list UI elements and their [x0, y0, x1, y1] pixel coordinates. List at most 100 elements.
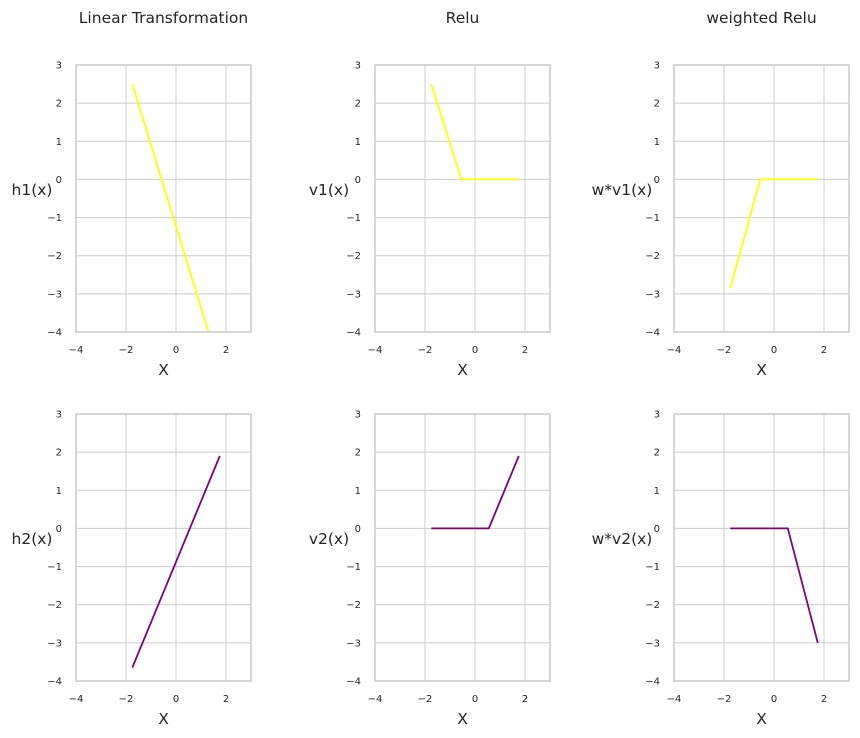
x-tick-label: 2 [821, 694, 827, 705]
y-tick-label: −2 [346, 251, 361, 262]
y-tick-label: 3 [355, 410, 361, 421]
x-tick-label: 2 [223, 345, 229, 356]
x-axis-label: X [158, 361, 169, 379]
series-line [729, 178, 818, 289]
x-axis-label: X [158, 710, 169, 728]
subplot-1: −4 −2 0 2 −4 −3 −2 −1 0 1 2 3 Xh1(x) Linear Transform… [12, 9, 252, 379]
plot-frame [75, 413, 252, 682]
subplot-3: −4 −2 0 2 −4 −3 −2 −1 0 1 2 3 Xw*v1(x) weighted Relu [592, 9, 850, 379]
y-axis-label: v1(x) [309, 181, 349, 199]
subplot-4: −4 −2 0 2 −4 −3 −2 −1 0 1 2 3 Xh2(x) [12, 410, 252, 728]
y-tick-label: 0 [355, 524, 361, 535]
x-tick-label: −4 [667, 694, 682, 705]
y-tick-label: 0 [355, 175, 361, 186]
plot-frame [374, 413, 551, 682]
y-tick-label: 3 [654, 410, 660, 421]
series-line [431, 455, 520, 530]
y-tick-label: −4 [346, 328, 361, 339]
y-tick-label: −2 [645, 251, 660, 262]
x-axis-label: X [756, 361, 767, 379]
y-tick-label: 2 [654, 99, 660, 110]
y-tick-label: −3 [47, 289, 62, 300]
x-tick-label: 0 [173, 345, 179, 356]
y-tick-label: 2 [355, 448, 361, 459]
series-line [730, 527, 819, 644]
y-tick-label: 2 [56, 448, 62, 459]
y-tick-label: −1 [47, 562, 62, 573]
subplot-title: weighted Relu [706, 9, 816, 27]
y-tick-label: 2 [654, 448, 660, 459]
y-tick-label: −2 [47, 600, 62, 611]
series-line [131, 455, 221, 668]
y-tick-label: 0 [654, 175, 660, 186]
y-tick-label: 1 [56, 486, 62, 497]
y-tick-label: 0 [654, 524, 660, 535]
x-tick-label: 0 [472, 694, 478, 705]
y-tick-label: −4 [645, 328, 660, 339]
y-tick-label: −3 [645, 638, 660, 649]
y-tick-label: −3 [645, 289, 660, 300]
y-tick-label: −4 [346, 677, 361, 688]
x-tick-label: −4 [368, 345, 383, 356]
x-tick-label: −4 [368, 694, 383, 705]
y-tick-label: 1 [56, 137, 62, 148]
y-tick-label: −1 [346, 213, 361, 224]
x-tick-label: 0 [173, 694, 179, 705]
plot-frame [673, 64, 850, 333]
y-tick-label: −3 [346, 638, 361, 649]
x-tick-label: −2 [119, 345, 134, 356]
y-tick-label: 3 [355, 61, 361, 72]
plot-frame [75, 64, 252, 333]
series-line [430, 83, 519, 181]
y-axis-label: w*v2(x) [592, 530, 653, 548]
y-tick-label: 0 [56, 524, 62, 535]
y-tick-label: 2 [56, 99, 62, 110]
x-tick-label: 0 [771, 345, 777, 356]
x-axis-label: X [756, 710, 767, 728]
x-axis-label: X [457, 710, 468, 728]
y-tick-label: 3 [56, 61, 62, 72]
x-tick-label: −2 [418, 694, 433, 705]
y-tick-label: 1 [654, 137, 660, 148]
series-line [131, 83, 210, 333]
y-tick-label: 3 [654, 61, 660, 72]
subplot-6: −4 −2 0 2 −4 −3 −2 −1 0 1 2 3 Xw*v2(x) [592, 410, 850, 728]
subplot-title: Linear Transformation [79, 9, 248, 27]
y-tick-label: −2 [47, 251, 62, 262]
subplot-title: Relu [446, 9, 480, 27]
y-tick-label: −4 [47, 328, 62, 339]
y-axis-label: h1(x) [12, 181, 53, 199]
x-tick-label: 2 [821, 345, 827, 356]
y-tick-label: −1 [47, 213, 62, 224]
y-tick-label: 2 [355, 99, 361, 110]
plot-frame [374, 64, 551, 333]
subplot-2: −4 −2 0 2 −4 −3 −2 −1 0 1 2 3 Xv1(x) Relu [309, 9, 551, 379]
y-tick-label: −3 [47, 638, 62, 649]
x-tick-label: −4 [667, 345, 682, 356]
y-tick-label: −3 [346, 289, 361, 300]
y-tick-label: 1 [355, 137, 361, 148]
y-tick-label: −1 [645, 562, 660, 573]
y-tick-label: −2 [346, 600, 361, 611]
x-tick-label: 0 [472, 345, 478, 356]
x-tick-label: 2 [223, 694, 229, 705]
x-tick-label: 2 [522, 694, 528, 705]
y-axis-label: v2(x) [309, 530, 349, 548]
x-tick-label: 0 [771, 694, 777, 705]
plot-frame [673, 413, 850, 682]
y-axis-label: w*v1(x) [592, 181, 653, 199]
y-tick-label: −4 [47, 677, 62, 688]
y-tick-label: 1 [654, 486, 660, 497]
x-axis-label: X [457, 361, 468, 379]
x-tick-label: −2 [717, 694, 732, 705]
y-tick-label: 3 [56, 410, 62, 421]
y-tick-label: −2 [645, 600, 660, 611]
y-axis-label: h2(x) [12, 530, 53, 548]
x-tick-label: −2 [119, 694, 134, 705]
y-tick-label: −4 [645, 677, 660, 688]
x-tick-label: −2 [717, 345, 732, 356]
y-tick-label: 1 [355, 486, 361, 497]
x-tick-label: −2 [418, 345, 433, 356]
x-tick-label: −4 [69, 345, 84, 356]
